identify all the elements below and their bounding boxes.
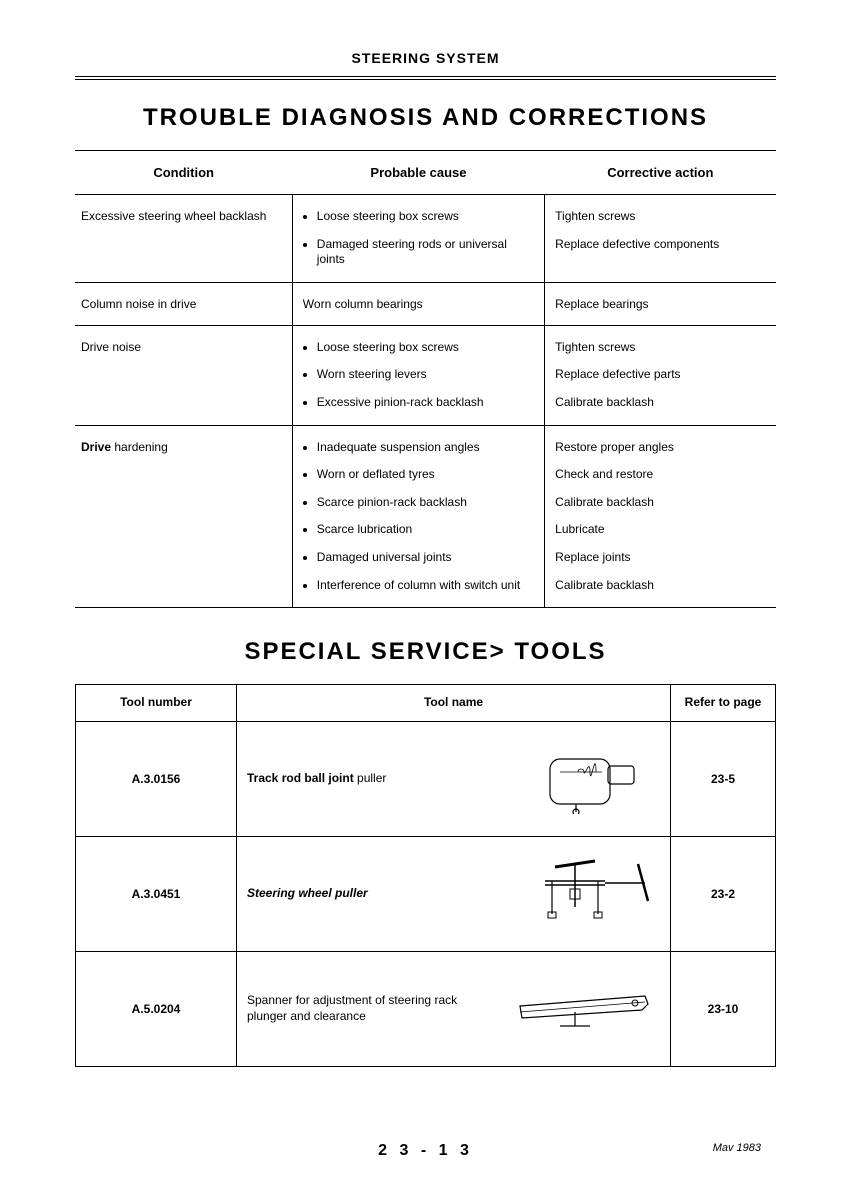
cause-cell: Inadequate suspension anglesWorn or defl… (292, 425, 544, 608)
tool-name-cell: Spanner for adjustment of steering rack … (237, 951, 671, 1066)
action-cell: Replace bearings (545, 282, 776, 325)
table-row: Column noise in driveWorn column bearing… (75, 282, 776, 325)
spanner-icon (490, 974, 660, 1044)
col-cause: Probable cause (292, 151, 544, 195)
condition-cell: Excessive steering wheel backlash (75, 195, 292, 283)
wheel-puller-icon (490, 859, 660, 929)
tool-number: A.3.0156 (76, 721, 237, 836)
system-title: STEERING SYSTEM (75, 50, 776, 66)
cause-cell: Worn column bearings (292, 282, 544, 325)
table-row: A.5.0204 Spanner for adjustment of steeri… (76, 951, 776, 1066)
col-tool-name: Tool name (237, 685, 671, 722)
tools-table: Tool number Tool name Refer to page A.3.… (75, 684, 776, 1067)
col-tool-page: Refer to page (671, 685, 776, 722)
page-number: 2 3 - 1 3 (378, 1142, 473, 1160)
cause-cell: Loose steering box screwsWorn steering l… (292, 325, 544, 425)
header-rule (75, 76, 776, 80)
cause-cell: Loose steering box screwsDamaged steerin… (292, 195, 544, 283)
table-row: Drive noiseLoose steering box screwsWorn… (75, 325, 776, 425)
col-action: Corrective action (545, 151, 776, 195)
col-condition: Condition (75, 151, 292, 195)
footer-date: Mav 1983 (713, 1142, 761, 1154)
condition-cell: Drive noise (75, 325, 292, 425)
table-row: Excessive steering wheel backlashLoose s… (75, 195, 776, 283)
action-cell: Tighten screwsReplace defective componen… (545, 195, 776, 283)
tool-name: Steering wheel puller (247, 886, 478, 902)
tool-number: A.3.0451 (76, 836, 237, 951)
tool-name: Spanner for adjustment of steering rack … (247, 993, 478, 1024)
diagnosis-table: Condition Probable cause Corrective acti… (75, 150, 776, 608)
ball-joint-puller-icon (490, 744, 660, 814)
page-footer: 2 3 - 1 3 Mav 1983 (0, 1142, 851, 1160)
table-row: A.3.0156 Track rod ball joint puller 23-5 (76, 721, 776, 836)
diagnosis-title: TROUBLE DIAGNOSIS AND CORRECTIONS (75, 104, 776, 132)
tool-name-cell: Steering wheel puller (237, 836, 671, 951)
tools-title: SPECIAL SERVICE> TOOLS (75, 638, 776, 666)
tool-page: 23-10 (671, 951, 776, 1066)
page: STEERING SYSTEM TROUBLE DIAGNOSIS AND CO… (0, 0, 851, 1200)
tool-name-cell: Track rod ball joint puller (237, 721, 671, 836)
action-cell: Tighten screwsReplace defective partsCal… (545, 325, 776, 425)
tool-number: A.5.0204 (76, 951, 237, 1066)
tool-name: Track rod ball joint puller (247, 771, 478, 787)
condition-cell: Column noise in drive (75, 282, 292, 325)
table-row: Drive hardeningInadequate suspension ang… (75, 425, 776, 608)
tool-page: 23-5 (671, 721, 776, 836)
col-tool-number: Tool number (76, 685, 237, 722)
tool-page: 23-2 (671, 836, 776, 951)
condition-cell: Drive hardening (75, 425, 292, 608)
action-cell: Restore proper anglesCheck and restoreCa… (545, 425, 776, 608)
table-row: A.3.0451 Steering wheel puller 23-2 (76, 836, 776, 951)
